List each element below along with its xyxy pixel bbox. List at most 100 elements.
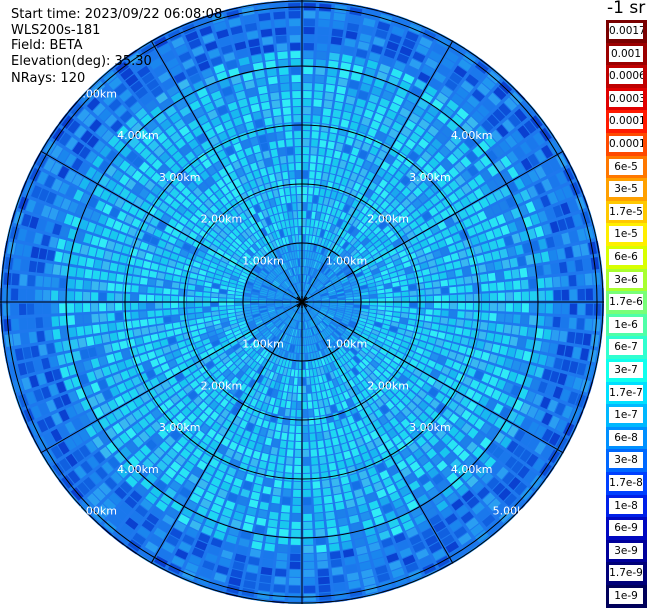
ray-gate	[198, 269, 207, 276]
ray-gate	[289, 561, 301, 569]
ray-gate	[560, 317, 569, 329]
ray-gate	[231, 188, 240, 198]
ray-gate	[175, 455, 186, 466]
ray-gate	[284, 473, 292, 481]
ray-gate	[58, 182, 70, 195]
ray-gate	[466, 116, 479, 129]
ray-gate	[286, 327, 291, 334]
ray-gate	[225, 202, 234, 212]
ray-gate	[183, 385, 193, 394]
ray-gate	[303, 115, 311, 123]
ray-gate	[313, 303, 321, 306]
ray-gate	[271, 270, 278, 277]
ray-gate	[209, 458, 220, 469]
ray-gate	[289, 268, 294, 276]
ray-gate	[381, 143, 391, 153]
ray-gate	[373, 325, 381, 332]
ray-gate	[260, 248, 267, 256]
ray-gate	[275, 330, 281, 337]
ray-gate	[541, 251, 550, 263]
ray-gate	[278, 274, 285, 282]
ray-gate	[221, 185, 230, 195]
ray-gate	[333, 331, 340, 338]
ray-gate	[448, 225, 458, 235]
ray-gate	[366, 209, 374, 218]
ray-gate	[160, 339, 169, 347]
ray-gate	[343, 391, 350, 400]
ray-gate	[264, 320, 272, 326]
ray-gate	[395, 264, 404, 271]
ray-gate	[312, 306, 320, 311]
ray-gate	[423, 394, 434, 404]
ray-gate	[478, 264, 487, 273]
ray-gate	[311, 290, 318, 296]
ray-gate	[316, 271, 321, 279]
ray-gate	[114, 451, 126, 464]
ray-gate	[372, 175, 382, 185]
ray-gate	[270, 345, 276, 353]
ray-gate	[517, 337, 526, 348]
ray-gate	[366, 386, 374, 395]
ray-gate	[205, 41, 218, 52]
ray-gate	[312, 123, 320, 131]
ray-gate	[227, 306, 235, 310]
ray-gate	[214, 124, 225, 134]
ray-gate	[478, 140, 490, 153]
ray-gate	[267, 275, 274, 281]
ray-gate	[427, 467, 439, 479]
ray-gate	[269, 288, 277, 292]
ray-gate	[160, 119, 172, 131]
ray-gate	[161, 454, 173, 466]
ray-gate	[232, 343, 241, 351]
ray-gate	[283, 115, 292, 123]
ray-gate	[305, 321, 308, 329]
ray-gate	[489, 313, 497, 322]
ray-gate	[284, 305, 291, 309]
ray-gate	[116, 273, 125, 283]
ray-gate	[328, 133, 337, 142]
ray-gate	[304, 283, 307, 291]
ray-gate	[242, 329, 250, 336]
ray-gate	[321, 303, 329, 305]
ray-gate	[273, 116, 283, 125]
ray-gate	[225, 192, 234, 202]
ray-gate	[356, 243, 364, 251]
ray-gate	[235, 308, 243, 313]
ray-gate	[166, 266, 175, 274]
ray-gate	[46, 342, 56, 355]
ray-gate	[267, 296, 275, 299]
ray-gate	[190, 157, 201, 168]
ray-gate	[257, 160, 265, 169]
ray-gate	[423, 229, 433, 238]
ray-gate	[295, 425, 302, 433]
ray-gate	[284, 294, 291, 298]
ray-gate	[249, 207, 257, 216]
ray-gate	[117, 210, 127, 222]
ray-gate	[324, 258, 330, 265]
ray-gate	[416, 157, 427, 168]
ray-gate	[508, 477, 521, 491]
ray-gate	[297, 283, 300, 291]
ray-gate	[247, 320, 255, 326]
ray-gate	[311, 235, 316, 244]
ray-gate	[135, 86, 148, 99]
ray-gate	[446, 492, 459, 505]
ray-gate	[323, 330, 329, 337]
ray-gate	[275, 295, 283, 298]
ray-gate	[108, 322, 117, 332]
ray-gate	[425, 343, 434, 351]
ray-gate	[125, 74, 139, 87]
ray-gate	[236, 470, 246, 480]
ray-gate	[315, 171, 322, 180]
ray-gate	[200, 95, 212, 106]
ray-gate	[276, 256, 282, 264]
ray-gate	[238, 234, 246, 243]
ray-gate	[339, 70, 350, 79]
ray-gate	[391, 343, 400, 350]
ray-gate	[298, 235, 302, 243]
ray-gate	[309, 268, 313, 276]
ray-gate	[211, 293, 219, 298]
ray-gate	[104, 114, 118, 127]
ray-gate	[282, 107, 291, 115]
range-label: 3.00km	[409, 421, 451, 434]
